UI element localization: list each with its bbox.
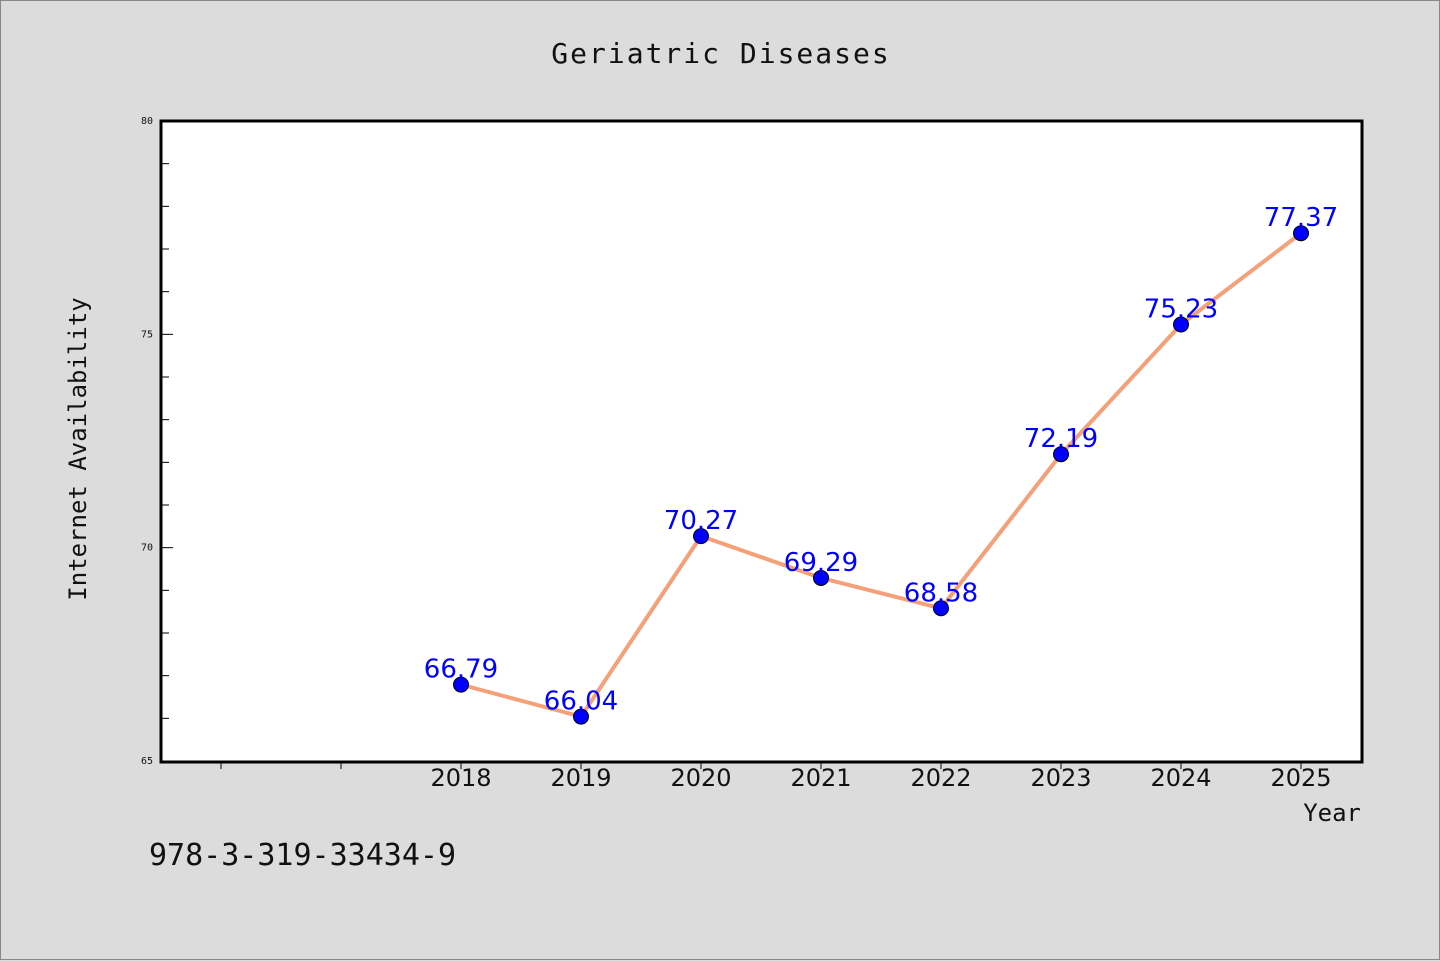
data-point-2023: [1053, 446, 1069, 463]
plot-area: [161, 121, 1362, 762]
y-tick-label: 75: [141, 329, 153, 340]
chart-title: Geriatric Diseases: [551, 37, 890, 70]
plot-border: [159, 119, 1364, 764]
data-point-2022: [933, 600, 949, 617]
data-label-2019: 66.04: [544, 687, 618, 717]
x-tick-label: 2023: [1030, 764, 1091, 792]
data-point-2018: [453, 676, 469, 693]
y-tick-label: 70: [141, 543, 153, 554]
x-tick-label: 2020: [670, 764, 731, 792]
data-point-2024: [1173, 316, 1189, 333]
data-label-2020: 70.27: [664, 506, 738, 536]
x-tick-label: 2021: [790, 764, 851, 792]
data-point-2021: [813, 569, 829, 586]
x-axis-label: Year: [1303, 799, 1361, 827]
y-axis-label: Internet Availability: [64, 297, 92, 600]
footnote-isbn: 978-3-319-33434-9: [149, 838, 456, 873]
x-tick-label: 2025: [1270, 764, 1331, 792]
data-label-2021: 69.29: [784, 548, 858, 578]
data-label-2018: 66.79: [424, 655, 498, 685]
data-point-2025: [1293, 225, 1309, 242]
data-label-2022: 68.58: [904, 578, 978, 608]
data-point-2019: [573, 708, 589, 725]
y-tick-label: 65: [141, 756, 153, 767]
x-tick-label: 2022: [910, 764, 971, 792]
data-label-2024: 75.23: [1144, 295, 1218, 325]
series-line: [460, 231, 1303, 719]
y-tick-label: 80: [141, 116, 153, 127]
series-group: 66.79 66.04 70.27 69.29 68.58 72.19 75.23 77.37: [424, 203, 1338, 725]
x-axis-ticks: 2018 2019 2020 2021 2022 2023 2024 2025: [220, 761, 1332, 792]
x-tick-label: 2024: [1150, 764, 1211, 792]
x-tick-label: 2018: [430, 764, 491, 792]
data-label-2023: 72.19: [1024, 424, 1098, 454]
data-point-2020: [693, 528, 709, 545]
data-label-2025: 77.37: [1264, 203, 1338, 233]
x-tick-label: 2019: [550, 764, 611, 792]
